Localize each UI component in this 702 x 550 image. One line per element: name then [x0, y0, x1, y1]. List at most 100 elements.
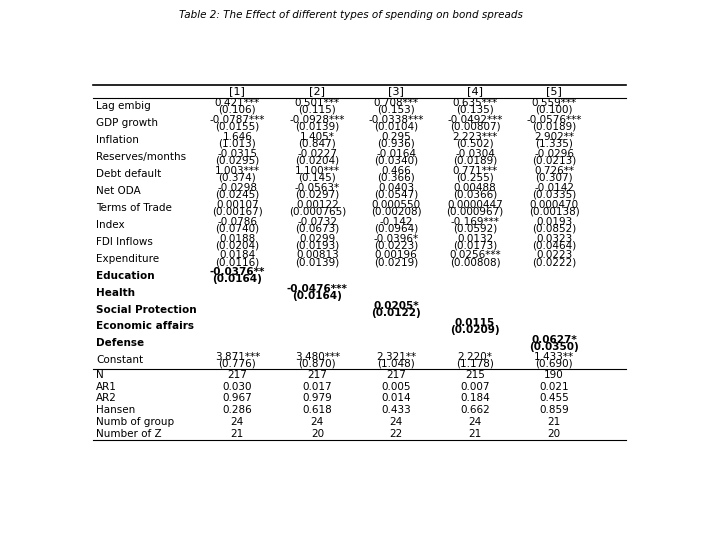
- Text: 0.014: 0.014: [381, 393, 411, 404]
- Text: (0.0189): (0.0189): [453, 156, 497, 166]
- Text: Lag embig: Lag embig: [96, 101, 151, 111]
- Text: -0.0786: -0.0786: [218, 217, 258, 227]
- Text: Index: Index: [96, 220, 124, 230]
- Text: (0.0189): (0.0189): [532, 122, 576, 132]
- Text: 0.007: 0.007: [461, 382, 490, 392]
- Text: 0.0115: 0.0115: [455, 318, 495, 328]
- Text: -0.169***: -0.169***: [451, 217, 500, 227]
- Text: -0.0304: -0.0304: [455, 149, 495, 159]
- Text: -0.0492***: -0.0492***: [447, 115, 503, 125]
- Text: (0.690): (0.690): [535, 359, 573, 369]
- Text: (0.0155): (0.0155): [216, 122, 260, 132]
- Text: (0.00208): (0.00208): [371, 206, 421, 217]
- Text: -0.0928***: -0.0928***: [290, 115, 345, 125]
- Text: 24: 24: [311, 417, 324, 427]
- Text: (0.0547): (0.0547): [374, 190, 418, 200]
- Text: 0.466: 0.466: [381, 166, 411, 176]
- Text: Education: Education: [96, 271, 154, 281]
- Text: 0.005: 0.005: [381, 382, 411, 392]
- Text: FDI Inflows: FDI Inflows: [96, 236, 153, 247]
- Text: (0.0335): (0.0335): [532, 190, 576, 200]
- Text: N: N: [96, 370, 104, 379]
- Text: 0.771***: 0.771***: [453, 166, 498, 176]
- Text: (1.048): (1.048): [378, 359, 415, 369]
- Text: (0.145): (0.145): [298, 173, 336, 183]
- Text: 1.433**: 1.433**: [534, 352, 574, 362]
- Text: Hansen: Hansen: [96, 405, 135, 415]
- Text: (0.0116): (0.0116): [216, 257, 260, 267]
- Text: (0.115): (0.115): [298, 105, 336, 115]
- Text: 3.871***: 3.871***: [215, 352, 260, 362]
- Text: 0.00813: 0.00813: [296, 250, 338, 261]
- Text: 0.455: 0.455: [539, 393, 569, 404]
- Text: 0.00196: 0.00196: [375, 250, 418, 261]
- Text: Expenditure: Expenditure: [96, 254, 159, 263]
- Text: [2]: [2]: [310, 86, 325, 96]
- Text: (0.0213): (0.0213): [532, 156, 576, 166]
- Text: 0.295: 0.295: [381, 132, 411, 142]
- Text: (0.255): (0.255): [456, 173, 494, 183]
- Text: Defense: Defense: [96, 338, 144, 348]
- Text: -0.0576***: -0.0576***: [526, 115, 582, 125]
- Text: -0.0396*: -0.0396*: [373, 234, 419, 244]
- Text: 217: 217: [386, 370, 406, 379]
- Text: (0.0204): (0.0204): [296, 156, 339, 166]
- Text: 1.003***: 1.003***: [215, 166, 260, 176]
- Text: (0.366): (0.366): [378, 173, 415, 183]
- Text: -0.0787***: -0.0787***: [210, 115, 265, 125]
- Text: 0.0403: 0.0403: [378, 183, 414, 192]
- Text: 20: 20: [548, 429, 561, 439]
- Text: -0.142: -0.142: [380, 217, 413, 227]
- Text: -0.0296: -0.0296: [534, 149, 574, 159]
- Text: 0.662: 0.662: [461, 405, 490, 415]
- Text: (0.153): (0.153): [378, 105, 415, 115]
- Text: 0.859: 0.859: [539, 405, 569, 415]
- Text: Economic affairs: Economic affairs: [96, 321, 194, 332]
- Text: 0.559***: 0.559***: [531, 98, 576, 108]
- Text: 0.708***: 0.708***: [373, 98, 418, 108]
- Text: [1]: [1]: [230, 86, 245, 96]
- Text: (0.0223): (0.0223): [374, 240, 418, 250]
- Text: 0.421***: 0.421***: [215, 98, 260, 108]
- Text: (0.0164): (0.0164): [293, 291, 343, 301]
- Text: 0.726**: 0.726**: [534, 166, 574, 176]
- Text: 0.0256***: 0.0256***: [449, 250, 501, 261]
- Text: 1.405*: 1.405*: [300, 132, 335, 142]
- Text: 0.433: 0.433: [381, 405, 411, 415]
- Text: 21: 21: [548, 417, 561, 427]
- Text: (0.374): (0.374): [218, 173, 256, 183]
- Text: 2.321**: 2.321**: [376, 352, 416, 362]
- Text: Number of Z: Number of Z: [96, 429, 161, 439]
- Text: 2.220*: 2.220*: [458, 352, 493, 362]
- Text: (0.0164): (0.0164): [213, 274, 263, 284]
- Text: (0.0245): (0.0245): [216, 190, 260, 200]
- Text: (0.0464): (0.0464): [532, 240, 576, 250]
- Text: (0.0350): (0.0350): [529, 342, 579, 352]
- Text: -0.0142: -0.0142: [534, 183, 574, 192]
- Text: Reserves/months: Reserves/months: [96, 152, 186, 162]
- Text: 0.286: 0.286: [223, 405, 252, 415]
- Text: 0.0299: 0.0299: [299, 234, 336, 244]
- Text: -0.0227: -0.0227: [298, 149, 338, 159]
- Text: 215: 215: [465, 370, 485, 379]
- Text: 0.967: 0.967: [223, 393, 252, 404]
- Text: (0.0209): (0.0209): [450, 325, 500, 335]
- Text: (0.502): (0.502): [456, 139, 494, 148]
- Text: 217: 217: [227, 370, 247, 379]
- Text: Debt default: Debt default: [96, 169, 161, 179]
- Text: 1.100***: 1.100***: [295, 166, 340, 176]
- Text: 2.223***: 2.223***: [453, 132, 498, 142]
- Text: (1.335): (1.335): [535, 139, 573, 148]
- Text: (0.00808): (0.00808): [450, 257, 501, 267]
- Text: 217: 217: [307, 370, 327, 379]
- Text: (0.000765): (0.000765): [289, 206, 346, 217]
- Text: (0.000967): (0.000967): [446, 206, 504, 217]
- Text: 0.0000447: 0.0000447: [447, 200, 503, 210]
- Text: 0.635***: 0.635***: [453, 98, 498, 108]
- Text: (0.0122): (0.0122): [371, 308, 421, 318]
- Text: 0.618: 0.618: [303, 405, 332, 415]
- Text: 0.0184: 0.0184: [219, 250, 256, 261]
- Text: 0.021: 0.021: [539, 382, 569, 392]
- Text: 0.000550: 0.000550: [371, 200, 420, 210]
- Text: (0.0852): (0.0852): [532, 223, 576, 233]
